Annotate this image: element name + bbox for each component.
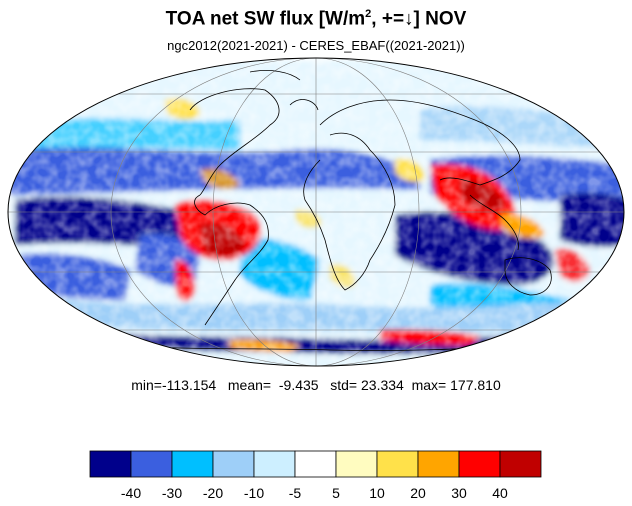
colorbar-swatch — [458, 450, 501, 478]
colorbar-swatch — [499, 450, 542, 478]
colorbar-tick-label: -5 — [289, 485, 302, 501]
colorbar-tick-label: 10 — [369, 485, 385, 501]
map-border — [7, 57, 625, 367]
colorbar-swatch — [212, 450, 255, 478]
colorbar-swatch — [253, 450, 296, 478]
colorbar-tick-label: -30 — [162, 485, 182, 501]
colorbar-tick-label: 30 — [451, 485, 467, 501]
colorbar-swatch — [294, 450, 337, 478]
colorbar-tick-label: -20 — [203, 485, 223, 501]
statistics-line: min=-113.154 mean= -9.435 std= 23.334 ma… — [131, 377, 501, 393]
colorbar-swatch — [417, 450, 460, 478]
colorbar-tick-label: -10 — [244, 485, 264, 501]
colorbar-tick-label: -40 — [121, 485, 141, 501]
colorbar-tick-label: 40 — [492, 485, 508, 501]
map-subtitle: ngc2012(2021-2021) - CERES_EBAF((2021-20… — [167, 38, 465, 53]
map-title: TOA net SW flux [W/m2, +=↓] NOV — [165, 8, 467, 30]
colorbar-swatch — [89, 450, 132, 478]
colorbar-swatch — [335, 450, 378, 478]
colorbar-swatch — [376, 450, 419, 478]
map-field — [8, 58, 624, 366]
colorbar-tick-label: 5 — [332, 485, 340, 501]
colorbar-tick-label: 20 — [410, 485, 426, 501]
colorbar-swatch — [130, 450, 173, 478]
colorbar-swatch — [171, 450, 214, 478]
